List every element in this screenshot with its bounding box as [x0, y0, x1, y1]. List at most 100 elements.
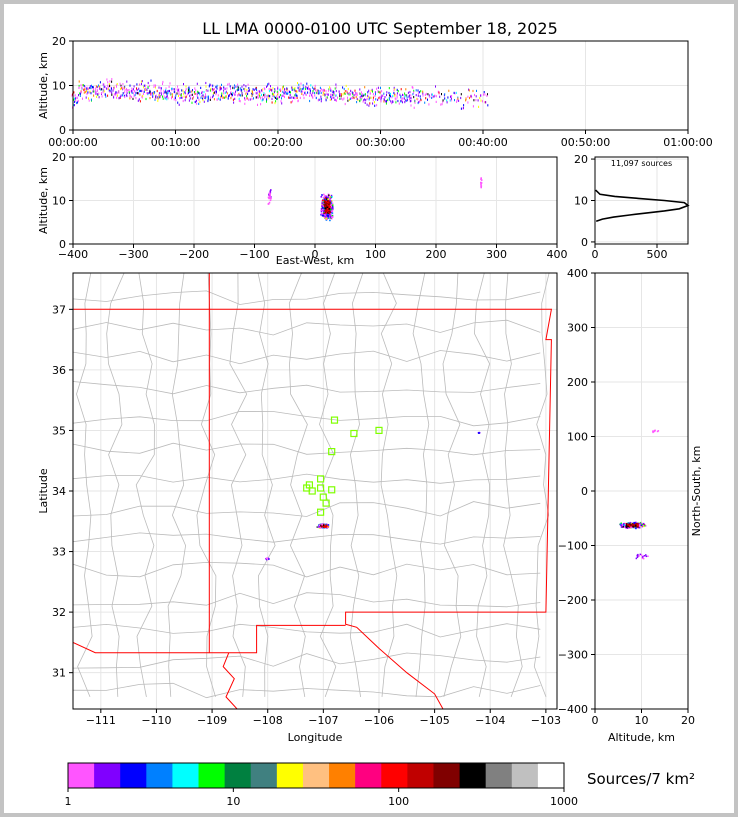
data-layer	[71, 78, 690, 561]
source-point	[106, 78, 108, 81]
source-point	[390, 95, 391, 98]
source-point	[325, 200, 328, 203]
source-point	[356, 101, 358, 104]
source-point	[74, 94, 76, 97]
source-point	[269, 199, 272, 202]
source-point	[179, 93, 181, 96]
source-point	[302, 90, 304, 93]
lma-station	[322, 499, 330, 507]
source-point	[279, 88, 281, 91]
source-point	[335, 94, 336, 97]
source-point	[185, 89, 186, 93]
source-point	[126, 94, 128, 98]
source-point	[324, 210, 326, 212]
source-point	[303, 87, 305, 90]
source-point	[400, 88, 402, 91]
source-point	[235, 90, 236, 93]
source-point	[282, 86, 284, 89]
source-point	[257, 103, 258, 106]
colorbar-swatch	[459, 763, 487, 788]
y-tick-label: 31	[52, 667, 66, 680]
source-point	[281, 97, 282, 100]
source-point	[337, 96, 338, 99]
source-point	[176, 92, 178, 95]
source-point	[290, 101, 292, 104]
source-point	[344, 90, 346, 93]
source-point	[342, 93, 344, 96]
source-point	[126, 88, 127, 91]
source-point	[270, 88, 272, 91]
source-point	[325, 99, 327, 102]
colorbar-tick-label: 10	[226, 795, 240, 808]
x-tick-label: 400	[547, 248, 568, 261]
source-point	[487, 93, 488, 96]
source-point	[352, 92, 354, 95]
source-point	[415, 89, 417, 92]
source-point	[449, 99, 451, 102]
source-point	[634, 524, 636, 526]
source-point	[303, 85, 305, 89]
source-point	[407, 91, 409, 94]
source-point	[329, 197, 332, 199]
y-tick-label: 20	[52, 151, 66, 164]
source-point	[244, 89, 246, 92]
source-point	[364, 98, 366, 101]
source-point	[627, 525, 630, 527]
source-point	[208, 85, 210, 88]
source-point	[404, 101, 406, 104]
source-point	[124, 95, 126, 99]
source-point	[120, 94, 122, 97]
source-point	[182, 96, 183, 99]
source-point	[231, 93, 232, 96]
source-point	[627, 523, 629, 526]
source-point	[360, 94, 362, 97]
source-point	[310, 84, 312, 87]
source-point	[128, 89, 130, 92]
source-point	[248, 87, 250, 90]
source-point	[131, 91, 133, 94]
county-line	[319, 273, 337, 698]
source-point	[625, 526, 628, 528]
source-point	[327, 201, 329, 204]
source-point	[257, 95, 258, 98]
source-point	[374, 104, 376, 107]
source-point	[640, 524, 643, 526]
source-point	[372, 96, 374, 99]
source-point	[377, 98, 379, 101]
x-tick-label: 00:00:00	[48, 136, 97, 149]
source-point	[109, 84, 111, 87]
county-line	[73, 501, 541, 517]
source-point	[255, 86, 257, 90]
source-point	[141, 89, 143, 92]
source-point	[322, 205, 324, 207]
source-point	[300, 82, 302, 85]
source-point	[212, 84, 214, 87]
source-point	[324, 195, 326, 197]
source-point	[632, 522, 634, 525]
source-point	[201, 95, 203, 98]
source-point	[629, 525, 631, 527]
source-point	[334, 87, 336, 90]
source-point	[175, 94, 177, 97]
source-point	[205, 97, 207, 100]
colorbar-swatch	[485, 763, 513, 788]
source-point	[335, 86, 337, 89]
colorbar-swatch	[433, 763, 461, 788]
source-point	[322, 209, 324, 211]
source-point	[215, 85, 217, 89]
source-point	[356, 93, 358, 97]
source-point	[220, 96, 222, 99]
source-point	[640, 554, 643, 556]
source-point	[657, 430, 660, 432]
source-point	[377, 86, 379, 89]
y-tick-label: 400	[567, 267, 588, 280]
source-point	[410, 97, 412, 100]
source-point	[330, 87, 332, 90]
source-point	[244, 97, 246, 100]
x-tick-label: 300	[486, 248, 507, 261]
source-point	[193, 95, 194, 99]
source-point	[170, 92, 172, 95]
source-point	[361, 93, 363, 96]
source-point	[148, 91, 150, 95]
source-point	[233, 87, 235, 90]
